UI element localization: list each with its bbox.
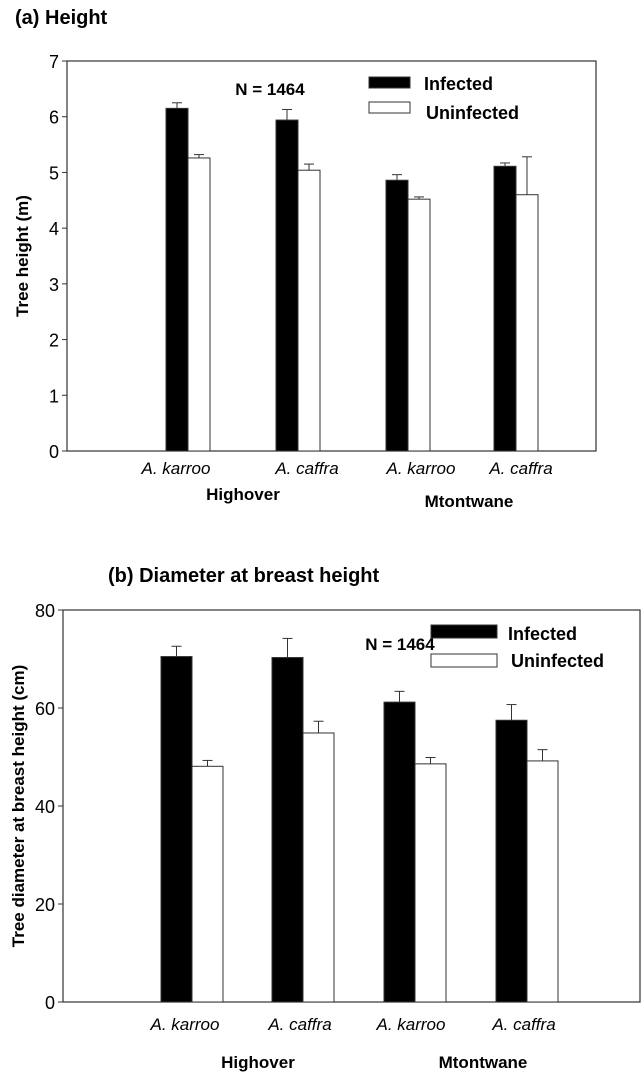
category-label: A. caffra bbox=[488, 459, 552, 478]
bar-uninfected bbox=[302, 732, 335, 1003]
y-tick-label: 60 bbox=[35, 699, 55, 719]
y-tick-label: 3 bbox=[49, 275, 59, 295]
bar-uninfected bbox=[191, 765, 224, 1003]
chart-title: (b) Diameter at breast height bbox=[108, 565, 380, 587]
y-tick-label: 80 bbox=[35, 601, 55, 621]
plot-frame bbox=[66, 60, 597, 452]
group-label: Highover bbox=[221, 1053, 295, 1072]
legend-swatch bbox=[368, 101, 411, 114]
bar-uninfected bbox=[515, 194, 539, 452]
bar-uninfected bbox=[407, 198, 431, 452]
bar-infected bbox=[495, 719, 528, 1003]
bar-infected bbox=[160, 656, 193, 1003]
y-tick-label: 5 bbox=[49, 163, 59, 183]
legend-label: Infected bbox=[424, 74, 493, 94]
y-tick-label: 20 bbox=[35, 895, 55, 915]
y-tick-label: 7 bbox=[49, 52, 59, 72]
bar-infected bbox=[493, 165, 517, 452]
bar-uninfected bbox=[297, 169, 321, 452]
category-label: A. karroo bbox=[386, 459, 456, 478]
legend-swatch bbox=[430, 624, 498, 639]
legend-swatch bbox=[368, 76, 411, 89]
category-label: A. karroo bbox=[150, 1015, 220, 1034]
category-label: A. karroo bbox=[141, 459, 211, 478]
bar-uninfected bbox=[187, 157, 211, 452]
y-axis-label: Tree height (m) bbox=[13, 195, 32, 317]
y-tick-label: 1 bbox=[49, 386, 59, 406]
y-tick-label: 4 bbox=[49, 219, 59, 239]
y-tick-label: 40 bbox=[35, 797, 55, 817]
y-tick-label: 0 bbox=[49, 442, 59, 462]
y-axis-label: Tree diameter at breast height (cm) bbox=[9, 665, 28, 947]
category-label: A. caffra bbox=[274, 459, 338, 478]
y-tick-label: 2 bbox=[49, 331, 59, 351]
group-label: Highover bbox=[206, 485, 280, 504]
bar-infected bbox=[275, 119, 299, 452]
y-tick-label: 6 bbox=[49, 108, 59, 128]
legend-label: Uninfected bbox=[426, 103, 519, 123]
bar-uninfected bbox=[414, 763, 447, 1003]
bar-infected bbox=[385, 179, 409, 452]
bar-infected bbox=[165, 107, 189, 452]
category-label: A. caffra bbox=[267, 1015, 331, 1034]
group-label: Mtontwane bbox=[439, 1053, 528, 1072]
bar-uninfected bbox=[526, 760, 559, 1003]
y-tick-label: 0 bbox=[45, 993, 55, 1013]
bar-infected bbox=[271, 657, 304, 1003]
legend-label: Infected bbox=[508, 624, 577, 644]
category-label: A. karroo bbox=[376, 1015, 446, 1034]
sample-size-annotation: N = 1464 bbox=[365, 635, 435, 654]
legend-label: Uninfected bbox=[511, 651, 604, 671]
group-label: Mtontwane bbox=[425, 492, 514, 511]
legend-swatch bbox=[430, 653, 498, 668]
bar-infected bbox=[383, 701, 416, 1003]
sample-size-annotation: N = 1464 bbox=[235, 80, 305, 99]
chart-title: (a) Height bbox=[15, 7, 108, 29]
category-label: A. caffra bbox=[491, 1015, 555, 1034]
